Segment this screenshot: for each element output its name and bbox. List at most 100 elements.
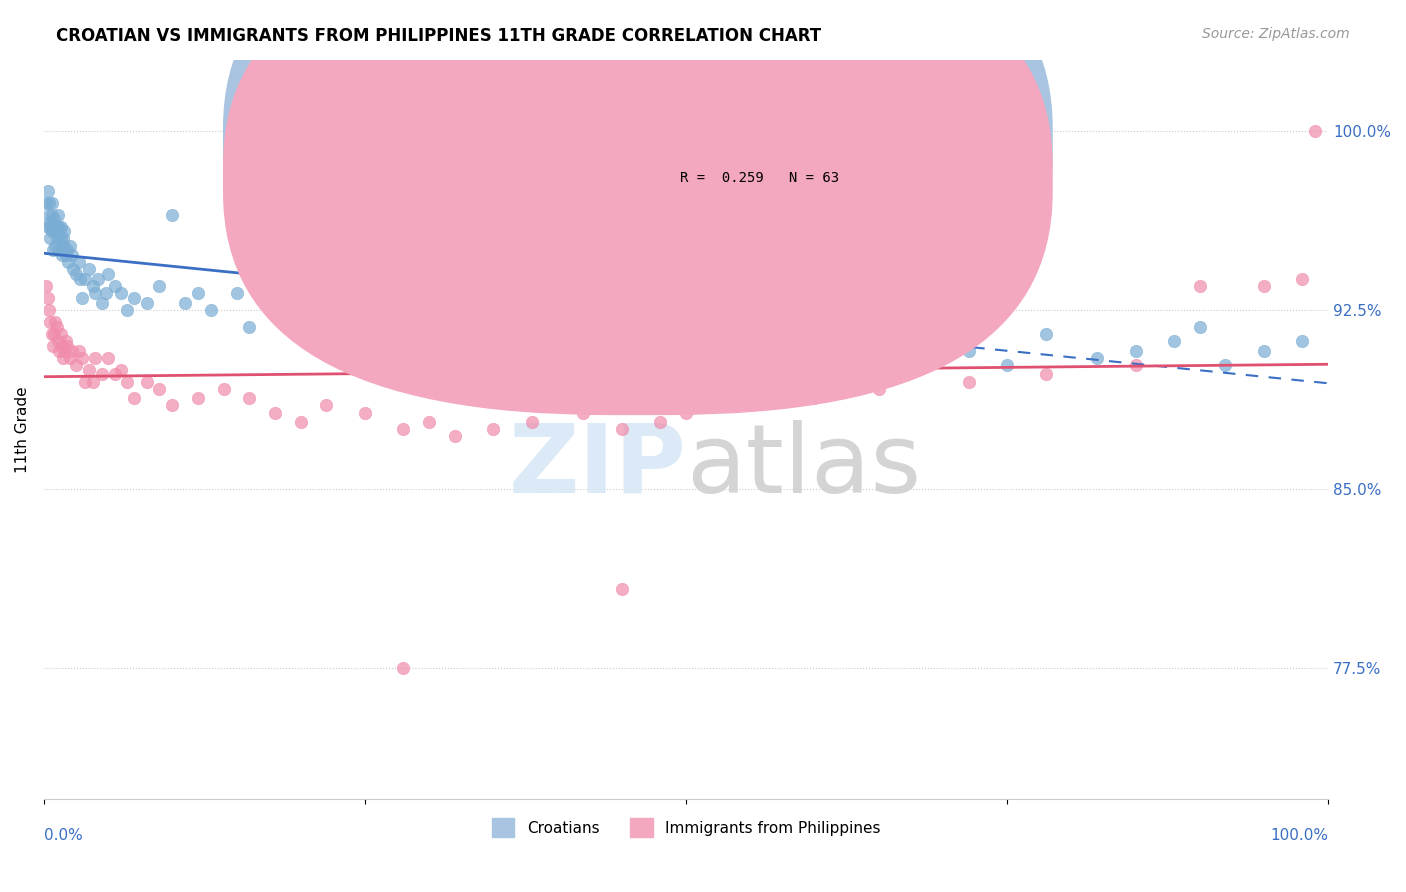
Point bbox=[46, 224, 69, 238]
Point bbox=[48, 244, 70, 258]
Point bbox=[41, 326, 63, 341]
Point bbox=[65, 267, 87, 281]
Point bbox=[53, 238, 76, 252]
Point bbox=[117, 375, 139, 389]
Point bbox=[315, 398, 337, 412]
Point bbox=[148, 382, 170, 396]
Point bbox=[73, 375, 96, 389]
Point bbox=[392, 661, 415, 675]
Point bbox=[520, 415, 543, 429]
Y-axis label: 11th Grade: 11th Grade bbox=[15, 386, 30, 473]
Point bbox=[135, 296, 157, 310]
Point bbox=[44, 315, 66, 329]
Point bbox=[39, 315, 62, 329]
Point bbox=[84, 286, 107, 301]
Point bbox=[418, 415, 440, 429]
Point bbox=[87, 272, 110, 286]
Text: R =  0.259   N = 63: R = 0.259 N = 63 bbox=[679, 171, 839, 185]
Point bbox=[868, 326, 890, 341]
Point bbox=[803, 391, 825, 405]
Point bbox=[60, 343, 83, 358]
Point bbox=[135, 375, 157, 389]
Point bbox=[35, 195, 58, 210]
Point bbox=[187, 391, 209, 405]
Point bbox=[610, 422, 633, 436]
Point bbox=[42, 244, 65, 258]
Point bbox=[1085, 351, 1108, 365]
FancyBboxPatch shape bbox=[224, 0, 1052, 377]
Point bbox=[1125, 358, 1147, 372]
Point bbox=[84, 351, 107, 365]
Point bbox=[44, 224, 66, 238]
Point bbox=[1035, 326, 1057, 341]
Point bbox=[354, 405, 377, 419]
Point bbox=[44, 326, 66, 341]
Point bbox=[67, 343, 90, 358]
Point bbox=[38, 208, 60, 222]
Point bbox=[37, 219, 59, 234]
Point bbox=[174, 296, 197, 310]
Point bbox=[957, 375, 980, 389]
Point bbox=[94, 286, 117, 301]
Point bbox=[1253, 279, 1275, 293]
Point bbox=[39, 231, 62, 245]
Point bbox=[37, 291, 59, 305]
Point bbox=[53, 224, 76, 238]
Point bbox=[610, 343, 633, 358]
Point bbox=[39, 215, 62, 229]
Point bbox=[957, 343, 980, 358]
Point bbox=[187, 286, 209, 301]
Point bbox=[200, 303, 222, 318]
Point bbox=[51, 339, 73, 353]
Point bbox=[1188, 279, 1211, 293]
Point bbox=[1188, 319, 1211, 334]
Point bbox=[1303, 124, 1326, 138]
Point bbox=[1215, 358, 1237, 372]
Point bbox=[38, 303, 60, 318]
Point bbox=[1163, 334, 1185, 348]
Text: 100.0%: 100.0% bbox=[1270, 829, 1329, 844]
Point bbox=[60, 248, 83, 262]
Point bbox=[110, 286, 132, 301]
Text: R = -0.073   N = 82: R = -0.073 N = 82 bbox=[679, 134, 839, 148]
Point bbox=[38, 195, 60, 210]
Point bbox=[45, 231, 67, 245]
Point bbox=[58, 351, 80, 365]
Point bbox=[35, 279, 58, 293]
Point bbox=[444, 429, 467, 443]
Point bbox=[58, 238, 80, 252]
Point bbox=[97, 267, 120, 281]
Point bbox=[238, 319, 260, 334]
Point bbox=[162, 398, 184, 412]
Point bbox=[162, 208, 184, 222]
Text: atlas: atlas bbox=[686, 419, 921, 513]
Point bbox=[122, 391, 145, 405]
Point bbox=[1125, 343, 1147, 358]
Point bbox=[44, 219, 66, 234]
Point bbox=[44, 238, 66, 252]
Point bbox=[55, 248, 77, 262]
Point bbox=[740, 398, 762, 412]
Point bbox=[103, 368, 125, 382]
Point bbox=[62, 262, 84, 277]
Point bbox=[41, 224, 63, 238]
Point bbox=[42, 339, 65, 353]
Point bbox=[354, 334, 377, 348]
Text: ZIP: ZIP bbox=[508, 419, 686, 513]
Point bbox=[82, 375, 104, 389]
Point bbox=[610, 582, 633, 596]
Point bbox=[148, 279, 170, 293]
Point bbox=[103, 279, 125, 293]
Point bbox=[290, 291, 312, 305]
Point bbox=[392, 296, 415, 310]
Point bbox=[49, 219, 72, 234]
Point bbox=[56, 244, 79, 258]
Point bbox=[995, 358, 1018, 372]
Point bbox=[49, 326, 72, 341]
Point bbox=[52, 231, 75, 245]
Point bbox=[67, 255, 90, 269]
Point bbox=[37, 184, 59, 198]
Point bbox=[675, 405, 697, 419]
Point bbox=[90, 368, 112, 382]
Point bbox=[48, 219, 70, 234]
